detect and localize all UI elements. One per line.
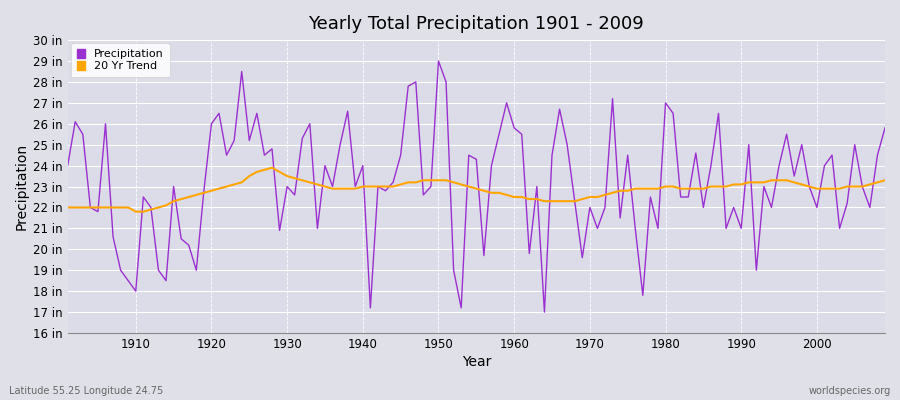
20 Yr Trend: [304, 180, 315, 185]
20 Yr Trend: [350, 186, 361, 191]
Precipitation: [615, 216, 626, 220]
Text: worldspecies.org: worldspecies.org: [809, 386, 891, 396]
Text: Latitude 55.25 Longitude 24.75: Latitude 55.25 Longitude 24.75: [9, 386, 163, 396]
20 Yr Trend: [62, 205, 73, 210]
Title: Yearly Total Precipitation 1901 - 2009: Yearly Total Precipitation 1901 - 2009: [309, 15, 644, 33]
20 Yr Trend: [615, 188, 626, 193]
Line: 20 Yr Trend: 20 Yr Trend: [68, 168, 885, 212]
20 Yr Trend: [524, 197, 535, 202]
X-axis label: Year: Year: [462, 355, 491, 369]
20 Yr Trend: [517, 195, 527, 200]
Precipitation: [62, 163, 73, 168]
20 Yr Trend: [266, 165, 277, 170]
20 Yr Trend: [130, 209, 141, 214]
Precipitation: [335, 142, 346, 147]
Precipitation: [433, 59, 444, 64]
20 Yr Trend: [879, 178, 890, 183]
Precipitation: [539, 310, 550, 314]
Precipitation: [508, 126, 519, 130]
Line: Precipitation: Precipitation: [68, 61, 885, 312]
20 Yr Trend: [122, 205, 133, 210]
Legend: Precipitation, 20 Yr Trend: Precipitation, 20 Yr Trend: [71, 44, 169, 77]
Precipitation: [122, 278, 133, 283]
Precipitation: [517, 132, 527, 137]
Precipitation: [289, 192, 300, 197]
Y-axis label: Precipitation: Precipitation: [15, 143, 29, 230]
Precipitation: [879, 126, 890, 130]
